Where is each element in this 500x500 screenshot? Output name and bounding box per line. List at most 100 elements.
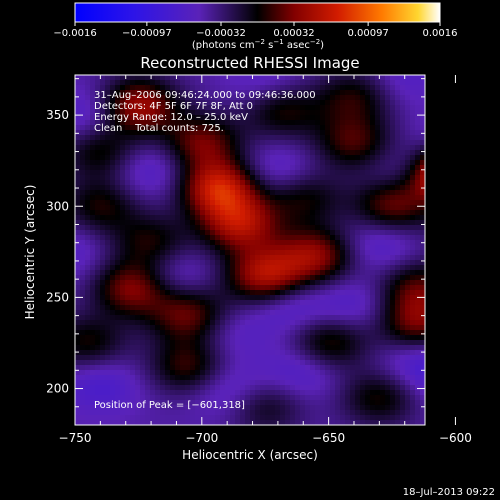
heatmap-cell — [155, 335, 161, 341]
heatmap-cell — [315, 255, 321, 261]
heatmap-cell — [195, 410, 201, 416]
heatmap-cell — [365, 125, 371, 131]
heatmap-cell — [370, 90, 376, 96]
heatmap-cell — [105, 380, 111, 386]
heatmap-cell — [260, 410, 266, 416]
heatmap-cell — [245, 325, 251, 331]
heatmap-cell — [240, 390, 246, 396]
heatmap-cell — [210, 410, 216, 416]
heatmap-cell — [265, 265, 271, 271]
heatmap-cell — [325, 235, 331, 241]
heatmap-cell — [180, 340, 186, 346]
heatmap-cell — [155, 285, 161, 291]
heatmap-cell — [115, 245, 121, 251]
heatmap-cell — [220, 420, 226, 425]
heatmap-cell — [245, 275, 251, 281]
heatmap-cell — [155, 245, 161, 251]
heatmap-cell — [250, 355, 256, 361]
heatmap-cell — [135, 250, 141, 256]
heatmap-cell — [160, 395, 166, 401]
heatmap-cell — [280, 125, 286, 131]
heatmap-cell — [310, 370, 316, 376]
heatmap-cell — [150, 350, 156, 356]
heatmap-cell — [160, 140, 166, 146]
heatmap-cell — [305, 260, 311, 266]
heatmap-cell — [355, 345, 361, 351]
heatmap-cell — [255, 270, 261, 276]
heatmap-cell — [85, 380, 91, 386]
heatmap-cell — [350, 90, 356, 96]
heatmap-cell — [80, 310, 86, 316]
heatmap-cell — [390, 130, 396, 136]
heatmap-cell — [315, 280, 321, 286]
heatmap-cell — [315, 335, 321, 341]
heatmap-cell — [120, 350, 126, 356]
heatmap-cell — [255, 240, 261, 246]
heatmap-cell — [385, 300, 391, 306]
heatmap-cell — [385, 100, 391, 106]
heatmap-cell — [225, 335, 231, 341]
heatmap-cell — [230, 150, 236, 156]
heatmap-cell — [340, 105, 346, 111]
heatmap-cell — [275, 255, 281, 261]
heatmap-cell — [380, 240, 386, 246]
heatmap-cell — [210, 245, 216, 251]
heatmap-cell — [95, 155, 101, 161]
heatmap-cell — [250, 160, 256, 166]
heatmap-cell — [395, 390, 401, 396]
heatmap-cell — [185, 195, 191, 201]
heatmap-cell — [160, 325, 166, 331]
heatmap-cell — [80, 375, 86, 381]
heatmap-cell — [400, 220, 406, 226]
heatmap-cell — [260, 260, 266, 266]
heatmap-cell — [375, 300, 381, 306]
heatmap-cell — [155, 90, 161, 96]
heatmap-cell — [250, 190, 256, 196]
heatmap-cell — [75, 190, 81, 196]
heatmap-cell — [150, 395, 156, 401]
heatmap-cell — [405, 265, 411, 271]
heatmap-cell — [130, 95, 136, 101]
heatmap-cell — [85, 310, 91, 316]
heatmap-cell — [140, 245, 146, 251]
heatmap-cell — [345, 255, 351, 261]
heatmap-cell — [105, 270, 111, 276]
heatmap-cell — [370, 115, 376, 121]
heatmap-cell — [415, 355, 421, 361]
heatmap-cell — [110, 190, 116, 196]
heatmap-cell — [75, 300, 81, 306]
heatmap-cell — [295, 340, 301, 346]
heatmap-cell — [305, 380, 311, 386]
heatmap-cell — [130, 285, 136, 291]
heatmap-cell — [385, 125, 391, 131]
heatmap-cell — [360, 110, 366, 116]
heatmap-cell — [320, 315, 326, 321]
heatmap-cell — [210, 375, 216, 381]
heatmap-cell — [150, 400, 156, 406]
heatmap-cell — [405, 140, 411, 146]
heatmap-cell — [305, 345, 311, 351]
heatmap-cell — [140, 400, 146, 406]
heatmap-cell — [240, 165, 246, 171]
heatmap-cell — [215, 340, 221, 346]
heatmap-cell — [340, 365, 346, 371]
heatmap-cell — [375, 160, 381, 166]
heatmap-cell — [395, 80, 401, 86]
heatmap-cell — [390, 100, 396, 106]
heatmap-cell — [385, 200, 391, 206]
heatmap-cell — [80, 90, 86, 96]
heatmap-cell — [420, 310, 425, 316]
heatmap-cell — [80, 75, 86, 81]
heatmap-cell — [300, 405, 306, 411]
heatmap-cell — [405, 295, 411, 301]
heatmap-cell — [125, 400, 131, 406]
heatmap-cell — [320, 230, 326, 236]
heatmap-cell — [420, 320, 425, 326]
heatmap-cell — [295, 290, 301, 296]
heatmap-cell — [310, 95, 316, 101]
heatmap-cell — [180, 405, 186, 411]
heatmap-cell — [75, 75, 81, 81]
heatmap-cell — [140, 100, 146, 106]
heatmap-cell — [210, 370, 216, 376]
heatmap-cell — [100, 365, 106, 371]
